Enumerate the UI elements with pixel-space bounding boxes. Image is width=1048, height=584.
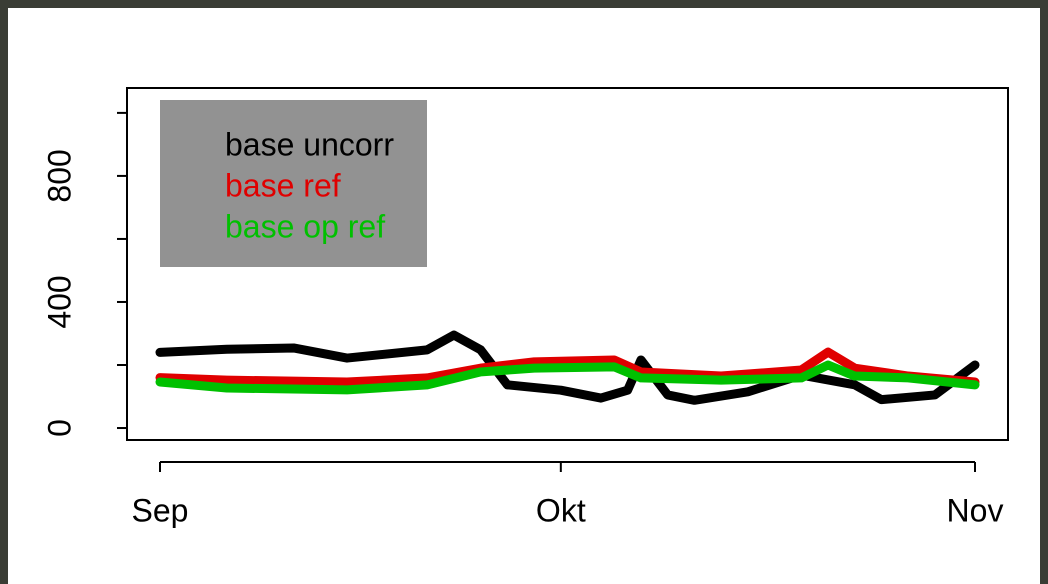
page: {"chart_data": {"type": "line", "xlim": … <box>0 0 1048 584</box>
x-tick-label: Okt <box>536 492 586 528</box>
x-tick-label: Nov <box>947 492 1004 528</box>
legend-label: base uncorr <box>225 126 394 162</box>
legend-label: base ref <box>225 167 341 203</box>
y-tick-label: 800 <box>41 149 77 202</box>
chart: base uncorr base ref base op ref 0 400 800 Se… <box>0 0 1048 584</box>
y-tick-label: 0 <box>41 419 77 437</box>
x-tick-label: Sep <box>132 492 189 528</box>
legend-label: base op ref <box>225 208 385 244</box>
y-tick-label: 400 <box>41 275 77 328</box>
